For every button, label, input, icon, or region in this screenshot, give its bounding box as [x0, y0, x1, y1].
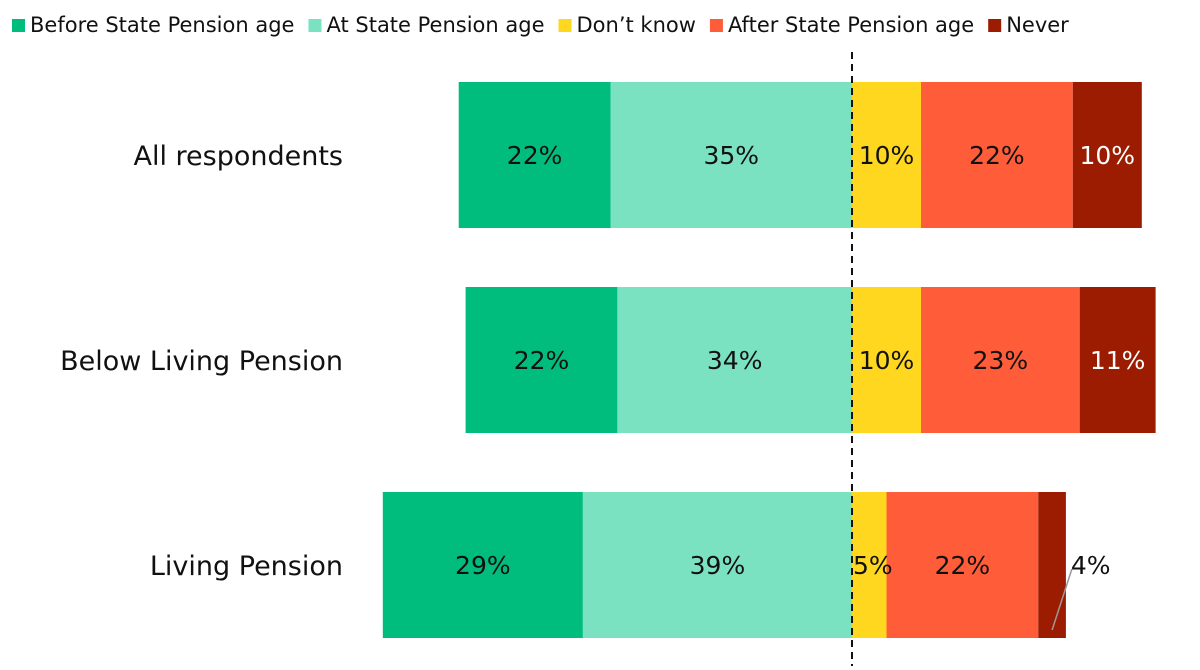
bar-living-pension-after-state-pension-age: [886, 492, 1039, 638]
legend-swatch-never: [988, 19, 1002, 32]
value-label-all-respondents-never: 10%: [1080, 141, 1136, 170]
category-labels: All respondents Below Living Pension Livin…: [60, 141, 343, 582]
legend: Before State Pension age At State Pension…: [12, 13, 1069, 37]
value-label-all-respondents-don-t-know: 10%: [859, 141, 915, 170]
bar-below-living-pension-before-state-pension-age: [465, 287, 618, 433]
bar-all-respondents-at-state-pension-age: [610, 82, 852, 228]
legend-swatch-at-state-pension-age: [308, 19, 322, 32]
value-label-all-respondents-after-state-pension-age: 22%: [969, 141, 1025, 170]
bar-below-living-pension-after-state-pension-age: [921, 287, 1080, 433]
legend-label-at-state-pension-age: At State Pension age: [326, 13, 544, 37]
value-label-living-pension-before-state-pension-age: 29%: [455, 551, 511, 580]
bar-living-pension-don-t-know: [852, 492, 887, 638]
legend-swatch-before-state-pension-age: [12, 19, 25, 32]
bar-all-respondents-after-state-pension-age: [921, 82, 1073, 228]
legend-label-before-state-pension-age: Before State Pension age: [30, 13, 294, 37]
category-label-below-living-pension: Below Living Pension: [60, 346, 343, 377]
value-label-below-living-pension-at-state-pension-age: 34%: [707, 346, 763, 375]
legend-label-never: Never: [1006, 13, 1069, 37]
bar-all-respondents-don-t-know: [852, 82, 921, 228]
bar-living-pension-never: [1038, 492, 1066, 638]
value-label-below-living-pension-before-state-pension-age: 22%: [514, 346, 570, 375]
leader-line-living-pension-never: [1051, 568, 1073, 631]
value-label-living-pension-at-state-pension-age: 39%: [690, 551, 746, 580]
value-label-all-respondents-before-state-pension-age: 22%: [507, 141, 563, 170]
category-label-all-respondents: All respondents: [133, 141, 343, 172]
category-label-living-pension: Living Pension: [150, 551, 343, 582]
bars: [382, 82, 1156, 638]
bar-below-living-pension-never: [1079, 287, 1156, 433]
bar-below-living-pension-don-t-know: [852, 287, 921, 433]
value-label-living-pension-never: 4%: [1071, 551, 1111, 580]
value-labels: 22% 35% 10% 22% 10% 22% 34% 10% 23% 11% 29% 39% 5% 22…: [455, 141, 1146, 631]
bar-below-living-pension-at-state-pension-age: [617, 287, 852, 433]
value-label-below-living-pension-after-state-pension-age: 23%: [973, 346, 1029, 375]
legend-swatch-after-state-pension-age: [709, 19, 723, 32]
value-label-all-respondents-at-state-pension-age: 35%: [703, 141, 759, 170]
legend-swatch-don-t-know: [558, 19, 572, 32]
bar-all-respondents-never: [1072, 82, 1142, 228]
legend-label-after-state-pension-age: After State Pension age: [728, 13, 974, 37]
bar-living-pension-at-state-pension-age: [582, 492, 852, 638]
value-label-below-living-pension-never: 11%: [1090, 346, 1146, 375]
value-label-living-pension-don-t-know: 5%: [853, 551, 893, 580]
legend-label-don-t-know: Don’t know: [577, 13, 696, 37]
bar-living-pension-before-state-pension-age: [382, 492, 583, 638]
bar-all-respondents-before-state-pension-age: [458, 82, 611, 228]
value-label-below-living-pension-don-t-know: 10%: [859, 346, 915, 375]
value-label-living-pension-after-state-pension-age: 22%: [935, 551, 991, 580]
